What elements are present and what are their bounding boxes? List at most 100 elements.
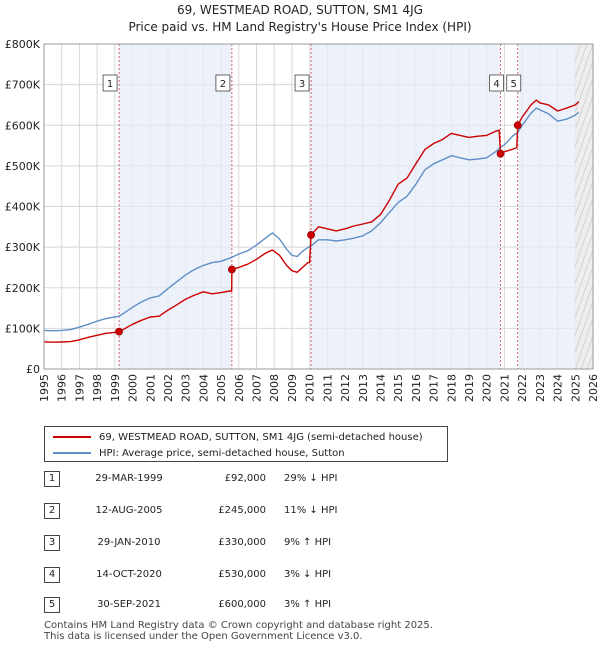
y-tick-label: £100K bbox=[5, 322, 41, 335]
x-tick-label: 2020 bbox=[481, 374, 494, 402]
sale-price: £92,000 bbox=[224, 473, 266, 484]
plot-frame bbox=[43, 43, 594, 370]
ownership-band bbox=[517, 44, 576, 369]
sale-marker-box bbox=[489, 74, 504, 92]
footer-attribution: Contains HM Land Registry data © Crown c… bbox=[44, 620, 584, 642]
forecast-hatch bbox=[575, 77, 594, 131]
x-tick-label: 2010 bbox=[304, 374, 317, 402]
sale-marker-box bbox=[294, 74, 310, 92]
footer-line1: Contains HM Land Registry data © Crown c… bbox=[44, 620, 433, 631]
y-tick-label: £600K bbox=[5, 119, 41, 132]
y-tick-label: £400K bbox=[5, 201, 41, 214]
y-tick-labels: £0 £100K £200K £300K £400K £500K £600K £700K £80… bbox=[5, 38, 41, 376]
sale-price: £245,000 bbox=[218, 505, 266, 516]
forecast-hatch bbox=[575, 180, 594, 233]
ownership-band bbox=[119, 44, 232, 369]
x-tick-label: 1999 bbox=[109, 374, 122, 402]
x-tick-label: 2008 bbox=[268, 374, 281, 402]
sale-price: £600,000 bbox=[218, 599, 266, 610]
x-tick-label: 2025 bbox=[569, 374, 582, 402]
x-tick-label: 1998 bbox=[91, 374, 104, 402]
x-tick-label: 2013 bbox=[357, 374, 370, 402]
x-tick-label: 2026 bbox=[587, 374, 600, 402]
sale-number-badge: 4 bbox=[44, 567, 60, 583]
sale-hpi-diff: 29% ↓ HPI bbox=[284, 473, 338, 484]
y-tick-label: £300K bbox=[5, 241, 41, 254]
sale-points bbox=[115, 121, 522, 336]
sale-point bbox=[115, 327, 123, 336]
sale-hpi-diff: 3% ↓ HPI bbox=[284, 569, 332, 580]
forecast-hatch bbox=[575, 94, 594, 148]
forecast-hatch bbox=[575, 283, 594, 336]
x-tick-label: 2015 bbox=[392, 374, 405, 402]
sale-point bbox=[513, 121, 522, 130]
legend-swatch-hpi bbox=[53, 452, 91, 454]
y-tick-label: £200K bbox=[5, 282, 41, 295]
sale-price: £530,000 bbox=[218, 569, 266, 580]
sale-number-badge: 1 bbox=[44, 471, 60, 487]
sale-row: 4 14-OCT-2020 £530,000 3% ↓ HPI bbox=[44, 567, 444, 585]
y-tick-label: £500K bbox=[5, 160, 41, 173]
sale-marker-label: 4 bbox=[493, 79, 499, 90]
x-tick-label: 2009 bbox=[286, 374, 299, 402]
sale-marker-box bbox=[102, 74, 118, 92]
forecast-hatch bbox=[575, 60, 594, 113]
sale-date: 29-JAN-2010 bbox=[97, 537, 161, 548]
ownership-bands bbox=[119, 44, 594, 369]
sale-marker-box bbox=[506, 74, 522, 92]
x-tick-label: 2005 bbox=[215, 374, 228, 402]
sale-point bbox=[496, 149, 505, 158]
y-tick-label: £700K bbox=[5, 79, 41, 92]
ownership-band bbox=[311, 44, 501, 369]
sale-number-badge: 2 bbox=[44, 503, 60, 519]
sale-hpi-diff: 11% ↓ HPI bbox=[284, 505, 338, 516]
x-tick-label: 2021 bbox=[498, 374, 511, 402]
sale-row: 5 30-SEP-2021 £600,000 3% ↑ HPI bbox=[44, 597, 444, 615]
x-tick-label: 2003 bbox=[180, 374, 193, 402]
sale-marker-label: 1 bbox=[107, 79, 113, 90]
sale-marker-label: 5 bbox=[511, 79, 517, 90]
forecast-hatch bbox=[575, 163, 594, 216]
sale-number-badge: 5 bbox=[44, 597, 60, 613]
sale-number-badge: 3 bbox=[44, 535, 60, 551]
sale-date: 12-AUG-2005 bbox=[95, 505, 163, 516]
x-tick-label: 1995 bbox=[38, 374, 51, 402]
sale-point bbox=[307, 231, 315, 239]
sale-date: 14-OCT-2020 bbox=[96, 569, 162, 580]
sale-marker-labels: 1 2 3 4 5 bbox=[102, 74, 522, 92]
chart-title-line2: Price paid vs. HM Land Registry's House … bbox=[128, 20, 472, 34]
legend-item-hpi: HPI: Average price, semi-detached house,… bbox=[53, 445, 345, 461]
x-tick-label: 2001 bbox=[144, 374, 157, 402]
sale-hpi-diff: 3% ↑ HPI bbox=[284, 599, 332, 610]
forecast-hatch bbox=[592, 368, 594, 369]
legend-label-property: 69, WESTMEAD ROAD, SUTTON, SM1 4JG (semi… bbox=[99, 431, 423, 443]
legend: 69, WESTMEAD ROAD, SUTTON, SM1 4JG (semi… bbox=[44, 426, 448, 462]
x-tick-labels: 1995 1996 1997 1998 1999 2000 2001 2002 2003 2004… bbox=[38, 374, 600, 402]
x-tick-label: 2019 bbox=[463, 374, 476, 402]
sale-date: 30-SEP-2021 bbox=[97, 599, 161, 610]
y-tick-label: £0 bbox=[26, 363, 40, 376]
y-tick-label: £800K bbox=[5, 38, 41, 51]
sale-row: 2 12-AUG-2005 £245,000 11% ↓ HPI bbox=[44, 503, 444, 521]
x-tick-label: 1997 bbox=[73, 374, 86, 402]
x-tick-label: 2022 bbox=[516, 374, 529, 402]
sale-price: £330,000 bbox=[218, 537, 266, 548]
x-tick-label: 2006 bbox=[233, 374, 246, 402]
sale-marker-box bbox=[215, 74, 231, 92]
x-tick-label: 1996 bbox=[56, 374, 69, 402]
sale-row: 1 29-MAR-1999 £92,000 29% ↓ HPI bbox=[44, 471, 444, 489]
sale-marker-label: 2 bbox=[220, 79, 226, 90]
legend-swatch-property bbox=[53, 436, 91, 438]
x-tick-label: 2016 bbox=[410, 374, 423, 402]
legend-label-hpi: HPI: Average price, semi-detached house,… bbox=[99, 447, 345, 459]
legend-item-property: 69, WESTMEAD ROAD, SUTTON, SM1 4JG (semi… bbox=[53, 429, 423, 445]
chart-title-line1: 69, WESTMEAD ROAD, SUTTON, SM1 4JG bbox=[177, 3, 423, 17]
x-tick-label: 2004 bbox=[197, 374, 210, 402]
x-tick-label: 2014 bbox=[374, 374, 387, 402]
footer-line2: This data is licensed under the Open Gov… bbox=[44, 631, 363, 642]
sale-hpi-diff: 9% ↑ HPI bbox=[284, 537, 332, 548]
forecast-hatch bbox=[575, 300, 594, 353]
x-tick-label: 2011 bbox=[321, 374, 334, 402]
x-tick-label: 2007 bbox=[251, 374, 264, 402]
sale-row: 3 29-JAN-2010 £330,000 9% ↑ HPI bbox=[44, 535, 444, 553]
